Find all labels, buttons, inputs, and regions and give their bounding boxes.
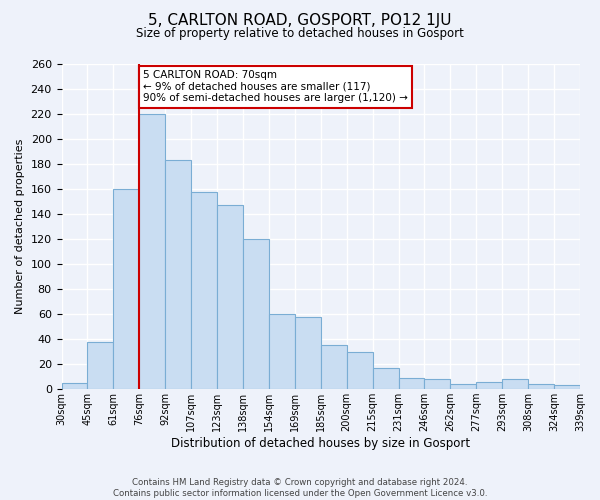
Bar xyxy=(347,352,373,389)
Text: 5 CARLTON ROAD: 70sqm
← 9% of detached houses are smaller (117)
90% of semi-deta: 5 CARLTON ROAD: 70sqm ← 9% of detached h… xyxy=(143,70,408,104)
Text: Contains HM Land Registry data © Crown copyright and database right 2024.
Contai: Contains HM Land Registry data © Crown c… xyxy=(113,478,487,498)
Bar xyxy=(269,314,295,389)
Bar xyxy=(451,384,476,389)
Bar xyxy=(88,342,113,389)
Bar xyxy=(321,346,347,389)
Text: Size of property relative to detached houses in Gosport: Size of property relative to detached ho… xyxy=(136,28,464,40)
Bar xyxy=(554,386,580,389)
Bar xyxy=(528,384,554,389)
Bar xyxy=(502,379,528,389)
Y-axis label: Number of detached properties: Number of detached properties xyxy=(15,139,25,314)
Bar xyxy=(424,379,451,389)
Bar xyxy=(373,368,398,389)
Bar xyxy=(217,206,243,389)
Bar xyxy=(139,114,165,389)
Bar xyxy=(191,192,217,389)
Bar xyxy=(62,383,88,389)
Bar xyxy=(243,239,269,389)
Bar xyxy=(398,378,424,389)
Bar xyxy=(165,160,191,389)
X-axis label: Distribution of detached houses by size in Gosport: Distribution of detached houses by size … xyxy=(171,437,470,450)
Bar xyxy=(113,189,139,389)
Bar xyxy=(295,316,321,389)
Bar xyxy=(476,382,502,389)
Text: 5, CARLTON ROAD, GOSPORT, PO12 1JU: 5, CARLTON ROAD, GOSPORT, PO12 1JU xyxy=(148,12,452,28)
